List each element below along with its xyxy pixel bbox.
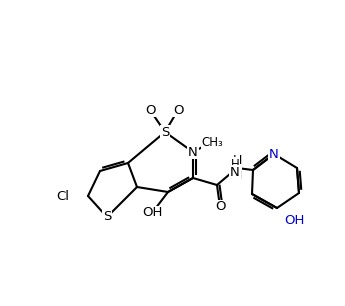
Text: H: H <box>230 158 239 170</box>
Text: H
N: H N <box>232 154 242 182</box>
Text: OH: OH <box>142 207 162 219</box>
Text: O: O <box>173 103 183 117</box>
Text: CH₃: CH₃ <box>201 136 223 148</box>
Text: N: N <box>269 147 279 161</box>
Text: S: S <box>103 211 111 223</box>
Text: N: N <box>230 166 240 178</box>
Text: O: O <box>215 200 225 214</box>
Text: Cl: Cl <box>57 189 69 203</box>
Text: OH: OH <box>284 214 304 226</box>
Text: S: S <box>161 125 169 139</box>
Text: O: O <box>145 103 155 117</box>
Text: N: N <box>188 145 198 159</box>
